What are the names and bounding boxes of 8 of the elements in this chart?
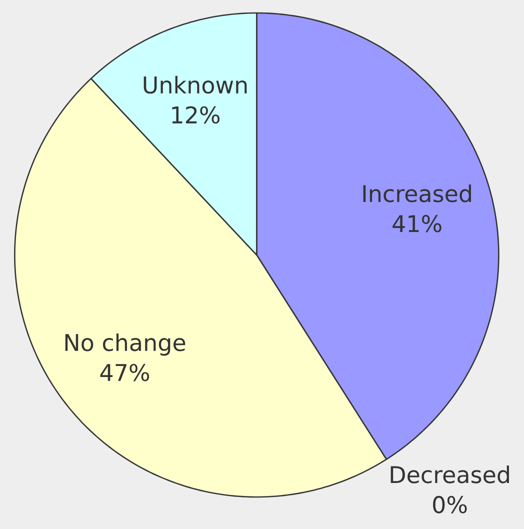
data-label: 12% <box>172 106 220 124</box>
text: 0% <box>433 496 467 514</box>
slice-label: Unknown <box>144 76 247 94</box>
slice-label: Increased <box>363 184 471 202</box>
data-label: 47% <box>100 364 150 382</box>
data-label: 41% <box>392 214 442 232</box>
slice-label: No change <box>65 333 186 356</box>
category-label: Decreased <box>390 466 509 484</box>
